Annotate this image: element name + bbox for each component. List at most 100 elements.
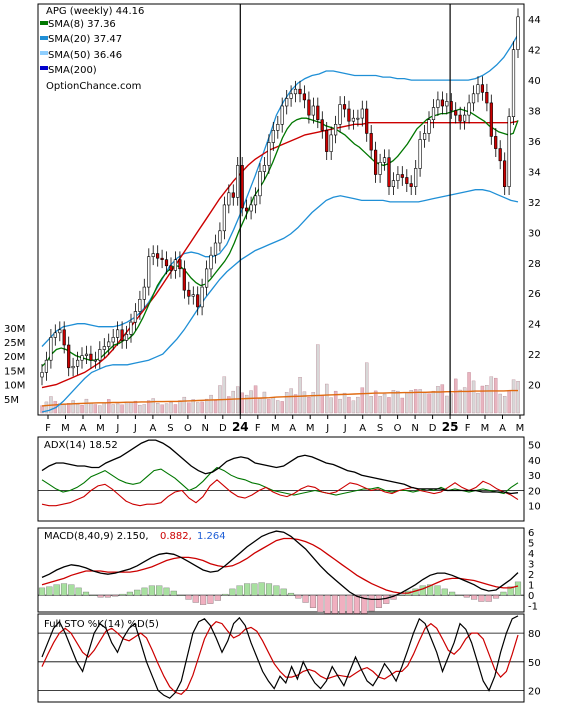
candle-body <box>489 102 493 137</box>
macd-hist-bar <box>214 595 221 601</box>
candle-body <box>173 259 178 271</box>
volume-bar <box>142 404 147 414</box>
volume-bar <box>284 392 289 414</box>
candle-body <box>485 92 489 104</box>
volume-tick-label: 20M <box>4 352 25 363</box>
candle-body <box>129 321 133 335</box>
candle-body <box>289 93 293 99</box>
macd-hist-bar <box>97 595 104 598</box>
macd-hist-bar <box>46 586 53 596</box>
volume-bar <box>471 380 476 414</box>
panel-tick-label: 10 <box>528 502 541 513</box>
volume-bar <box>120 404 124 414</box>
panel-tick-label: 50 <box>528 658 541 669</box>
macd-hist-bar <box>456 595 463 596</box>
price-tick-label: 38 <box>528 107 541 118</box>
legend-sma200-label: SMA(200) <box>48 65 97 76</box>
month-tick-label: J <box>133 423 137 434</box>
candle-body <box>378 162 382 175</box>
candle-body <box>205 268 209 288</box>
volume-bar <box>378 396 382 414</box>
month-tick-label: O <box>184 423 192 434</box>
candle-body <box>471 93 476 104</box>
legend-sma200-swatch <box>40 66 48 70</box>
candle-body <box>67 344 71 369</box>
candle-body <box>387 157 391 187</box>
volume-bar <box>89 402 93 414</box>
adx-di-minus-line <box>41 479 519 507</box>
macd-hist-bar <box>251 583 258 596</box>
volume-bar <box>396 390 400 414</box>
month-tick-label: F <box>255 423 261 434</box>
macd-hist-bar <box>471 595 478 600</box>
candle-body <box>373 149 378 175</box>
month-tick-label: J <box>343 423 347 434</box>
candle-body <box>494 136 498 149</box>
candle-body <box>147 256 151 288</box>
month-tick-label: A <box>149 423 156 434</box>
candle-body <box>53 332 57 338</box>
volume-bar <box>369 396 373 414</box>
volume-bar <box>213 400 218 414</box>
volume-bar <box>84 398 89 414</box>
candle-body <box>476 84 480 95</box>
volume-bar <box>138 404 142 414</box>
stoch-axis-ticks: 20 50 80 <box>528 629 541 697</box>
macd-hist-bar <box>383 595 390 604</box>
volume-bar <box>196 402 200 414</box>
candle-body <box>71 365 75 369</box>
macd-hist-bar <box>514 581 522 596</box>
candle-body <box>218 230 222 244</box>
volume-bar <box>329 397 333 414</box>
adx-line <box>41 439 519 495</box>
month-tick-label: 24 <box>232 420 249 434</box>
candle-body <box>507 116 511 187</box>
candle-body <box>116 329 120 338</box>
volume-bar <box>249 390 253 414</box>
candle-body <box>400 174 404 178</box>
candle-body <box>391 180 396 188</box>
macd-hist-bar <box>244 583 251 596</box>
adx-title: ADX(14) 18.52 <box>44 440 118 451</box>
volume-bar <box>280 401 284 414</box>
candle-body <box>271 130 275 143</box>
volume-bar <box>502 396 507 414</box>
candle-body <box>467 102 471 116</box>
volume-bar <box>253 385 258 414</box>
candle-body <box>58 329 62 334</box>
volume-bar <box>511 379 516 414</box>
sma8-line <box>41 108 519 367</box>
volume-bar <box>293 394 298 414</box>
price-tick-label: 32 <box>528 198 541 209</box>
month-tick-label: N <box>411 423 418 434</box>
month-tick-label: A <box>359 423 366 434</box>
candle-body <box>164 259 169 267</box>
volume-bar <box>316 344 320 414</box>
volume-bar <box>391 390 396 414</box>
candle-body <box>182 268 186 291</box>
macd-hist-bar <box>353 595 360 617</box>
volume-bar <box>409 390 413 414</box>
macd-hist-bar <box>134 589 141 596</box>
panel-tick-label: 3 <box>528 560 534 571</box>
month-tick-label: J <box>325 423 329 434</box>
volume-bar <box>325 383 329 414</box>
candle-body <box>40 372 44 378</box>
macd-title: MACD(8,40,9) 2.150, <box>44 531 149 542</box>
panel-tick-label: 5 <box>528 539 534 550</box>
candle-body <box>267 142 271 166</box>
macd-hist-bar <box>53 584 60 596</box>
volume-bar <box>44 401 49 414</box>
volume-bar <box>107 399 111 414</box>
volume-bar <box>373 390 378 414</box>
volume-bar <box>133 400 138 414</box>
candle-body <box>351 117 356 122</box>
panel-tick-label: 80 <box>528 629 541 640</box>
macd-hist-bar <box>492 595 500 599</box>
macd-hist-bar <box>126 591 133 596</box>
price-axis-ticks: 20 22 24 26 28 30 32 34 36 38 40 42 44 <box>528 15 541 391</box>
price-tick-label: 40 <box>528 76 541 87</box>
month-tick-label: M <box>96 423 105 434</box>
